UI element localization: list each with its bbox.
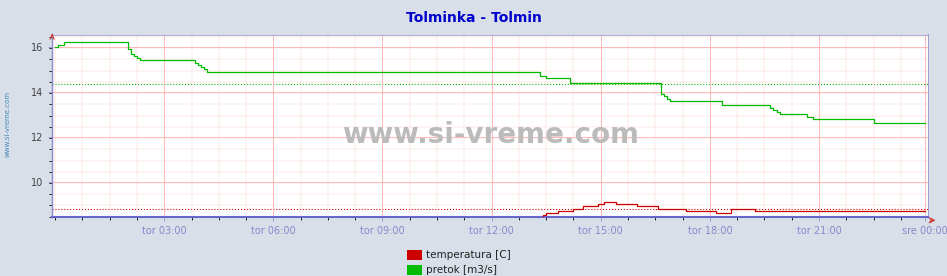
Text: temperatura [C]: temperatura [C] <box>426 250 510 260</box>
Text: www.si-vreme.com: www.si-vreme.com <box>342 121 638 149</box>
Text: www.si-vreme.com: www.si-vreme.com <box>5 91 10 157</box>
Text: Tolminka - Tolmin: Tolminka - Tolmin <box>405 11 542 25</box>
Text: pretok [m3/s]: pretok [m3/s] <box>426 265 497 275</box>
